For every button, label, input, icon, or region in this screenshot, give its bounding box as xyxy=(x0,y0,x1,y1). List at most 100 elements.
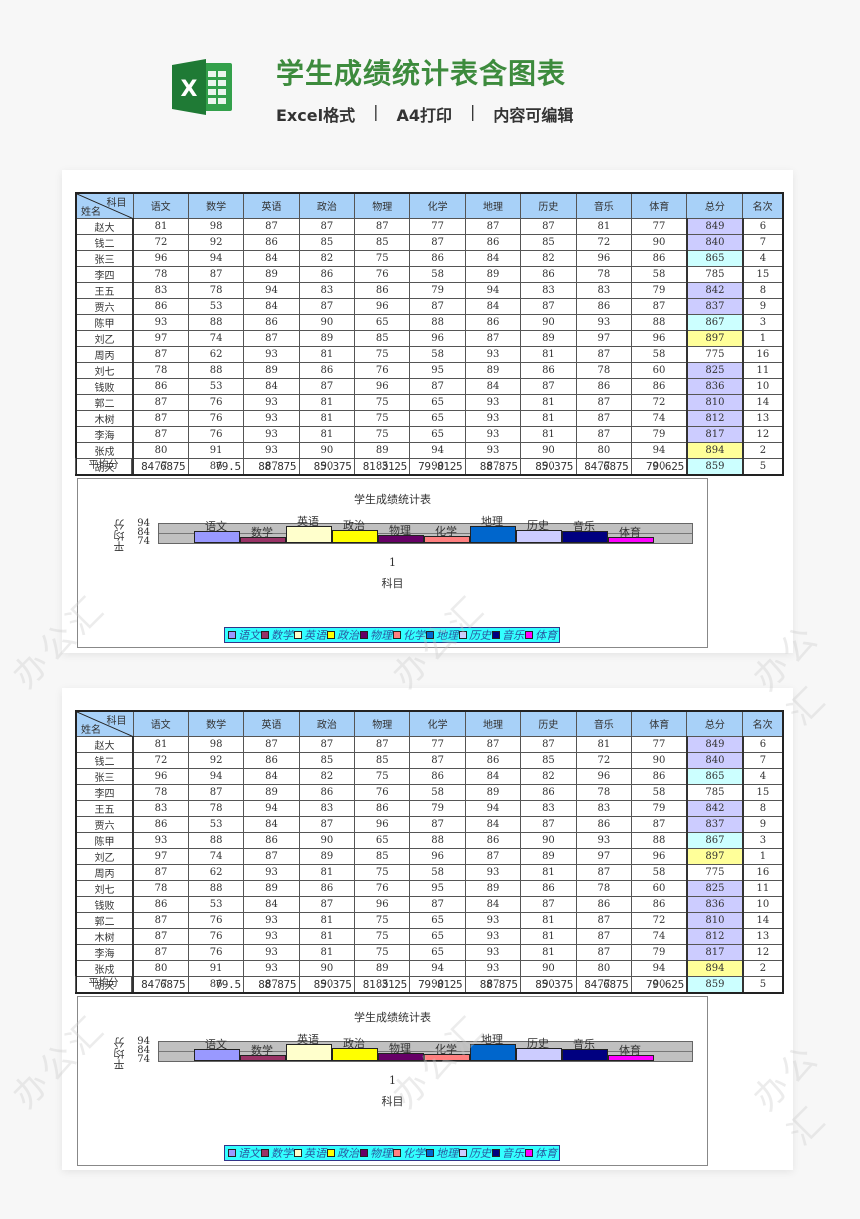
chart-x-tick: 1 xyxy=(389,556,396,569)
score-cell: 90 xyxy=(298,441,356,459)
score-cell: 85 xyxy=(298,751,356,769)
score-cell: 89 xyxy=(464,879,522,897)
legend-label: 历史 xyxy=(469,629,491,642)
score-cell: 88 xyxy=(631,831,688,849)
total-cell: 775 xyxy=(685,863,744,881)
score-cell: 76 xyxy=(187,927,245,945)
bar-data-label: 物理 xyxy=(389,1042,411,1055)
total-cell: 810 xyxy=(685,393,744,411)
average-value: 84.6875 xyxy=(141,977,186,991)
score-cell: 76 xyxy=(187,943,245,961)
student-name-cell: 赵大 xyxy=(75,217,134,235)
total-cell: 810 xyxy=(685,911,744,929)
legend-label: 体育 xyxy=(535,629,557,642)
score-cell: 90 xyxy=(520,959,577,977)
table-row: 李四 78 87 89 86 76 58 89 86 78 58 785 15 xyxy=(75,783,784,801)
score-cell: 58 xyxy=(631,265,688,283)
column-header: 数学 xyxy=(187,192,245,219)
score-cell: 65 xyxy=(409,409,466,427)
score-cell: 86 xyxy=(631,767,688,785)
student-name-cell: 钱败 xyxy=(75,377,134,395)
score-cell: 94 xyxy=(409,441,466,459)
score-cell: 62 xyxy=(187,863,245,881)
legend-swatch-icon xyxy=(261,631,269,639)
score-cell: 81 xyxy=(520,943,577,961)
score-cell: 72 xyxy=(131,751,189,769)
score-cell: 93 xyxy=(464,863,522,881)
table-row: 刘乙 97 74 87 89 85 96 87 89 97 96 897 1 xyxy=(75,329,784,347)
table-row: 刘七 78 88 89 86 76 95 89 86 78 60 825 11 xyxy=(75,361,784,379)
legend-swatch-icon xyxy=(327,1149,335,1157)
table-row: 陈甲 93 88 86 90 65 88 86 90 93 88 867 3 xyxy=(75,313,784,331)
score-cell: 86 xyxy=(575,895,633,913)
score-cell: 93 xyxy=(464,927,522,945)
bar-data-label: 语文 xyxy=(205,520,227,533)
total-cell: 837 xyxy=(685,297,744,315)
score-cell: 96 xyxy=(409,329,466,347)
total-cell: 849 xyxy=(685,217,744,235)
score-cell: 77 xyxy=(631,217,688,235)
score-cell: 81 xyxy=(575,217,633,235)
column-header: 语文 xyxy=(132,192,189,219)
score-cell: 89 xyxy=(243,265,300,283)
table-row: 陈甲 93 88 86 90 65 88 86 90 93 88 867 3 xyxy=(75,831,784,849)
score-cell: 76 xyxy=(354,879,411,897)
score-cell: 78 xyxy=(575,783,633,801)
score-cell: 77 xyxy=(409,735,466,753)
legend-swatch-icon xyxy=(228,1149,236,1157)
student-name-cell: 张三 xyxy=(75,249,134,267)
score-cell: 87 xyxy=(520,217,577,235)
score-cell: 94 xyxy=(631,959,688,977)
legend-label: 语文 xyxy=(238,1147,260,1160)
rank-cell: 13 xyxy=(741,409,784,427)
score-cell: 85 xyxy=(354,847,411,865)
legend-item: 化学 xyxy=(392,627,425,643)
score-cell: 88 xyxy=(187,313,245,331)
score-cell: 87 xyxy=(298,217,356,235)
student-name-cell: 张戍 xyxy=(75,441,134,459)
rank-cell: 9 xyxy=(741,297,784,315)
chart-bar xyxy=(608,1055,654,1061)
chart-plot-area xyxy=(158,523,693,544)
bar-data-label: 体育 xyxy=(619,526,641,539)
score-cell: 82 xyxy=(520,249,577,267)
score-cell: 72 xyxy=(131,233,189,251)
student-name-cell: 贾六 xyxy=(75,297,134,315)
score-cell: 80 xyxy=(575,959,633,977)
score-cell: 77 xyxy=(631,735,688,753)
score-cell: 72 xyxy=(575,233,633,251)
score-cell: 83 xyxy=(520,281,577,299)
column-header: 体育 xyxy=(631,192,688,219)
score-cell: 94 xyxy=(187,767,245,785)
svg-text:X: X xyxy=(181,77,198,102)
score-cell: 96 xyxy=(354,895,411,913)
table-row: 贾六 86 53 84 87 96 87 84 87 86 87 837 9 xyxy=(75,297,784,315)
legend-label: 地理 xyxy=(436,629,458,642)
score-cell: 60 xyxy=(631,879,688,897)
bar-data-label: 地理 xyxy=(481,515,503,528)
score-cell: 58 xyxy=(409,783,466,801)
score-cell: 84 xyxy=(464,377,522,395)
total-cell: 865 xyxy=(685,249,744,267)
score-cell: 86 xyxy=(520,361,577,379)
legend-item: 体育 xyxy=(524,1145,557,1161)
score-cell: 86 xyxy=(575,297,633,315)
score-cell: 87 xyxy=(131,409,189,427)
legend-item: 政治 xyxy=(326,627,359,643)
table-row: 张三 96 94 84 82 75 86 84 82 96 86 865 4 xyxy=(75,767,784,785)
legend-item: 化学 xyxy=(392,1145,425,1161)
score-cell: 89 xyxy=(464,783,522,801)
score-cell: 78 xyxy=(187,281,245,299)
chart-y-ticks: 94 84 74 xyxy=(134,1037,150,1065)
chart-x-tick: 1 xyxy=(389,1074,396,1087)
average-label: 平均分 xyxy=(75,976,132,992)
corner-subject-label: 科目 xyxy=(106,198,127,209)
total-cell: 859 xyxy=(685,975,744,994)
total-cell: 775 xyxy=(685,345,744,363)
score-cell: 96 xyxy=(575,249,633,267)
legend-swatch-icon xyxy=(393,631,401,639)
legend-label: 化学 xyxy=(403,1147,425,1160)
score-cell: 81 xyxy=(131,217,189,235)
rank-cell: 7 xyxy=(741,751,784,769)
score-cell: 87 xyxy=(354,735,411,753)
